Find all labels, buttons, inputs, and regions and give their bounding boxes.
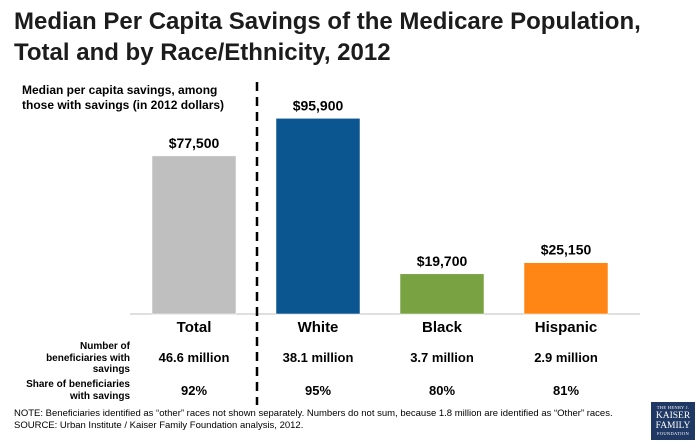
bar-total [151, 155, 237, 315]
y-axis-label-line2: those with savings (in 2012 dollars) [22, 98, 225, 112]
cell-number-hispanic: 2.9 million [534, 350, 598, 365]
category-label-hispanic: Hispanic [535, 319, 598, 336]
data-label-black: $19,700 [417, 253, 468, 269]
cell-number-white: 38.1 million [282, 350, 354, 365]
category-label-black: Black [422, 319, 463, 336]
kff-logo: THE HENRY J. KAISER FAMILY FOUNDATION [651, 402, 695, 440]
cell-share-black: 80% [428, 383, 456, 398]
category-label-total: Total [177, 319, 212, 336]
row-label-number-beneficiaries: Number of beneficiaries with savings [10, 341, 130, 376]
data-label-white: $95,900 [293, 97, 344, 113]
data-label-total: $77,500 [169, 135, 220, 151]
kff-logo-line1: THE HENRY J. [656, 405, 690, 410]
y-axis-label-line1: Median per capita savings, among [22, 83, 218, 97]
kff-logo-line2: KAISER [655, 411, 691, 421]
cell-share-total: 92% [180, 383, 208, 398]
footnote-note: NOTE: Beneficiaries identified as “other… [14, 408, 613, 419]
footnote-source: SOURCE: Urban Institute / Kaiser Family … [14, 420, 304, 431]
kff-logo-line4: FOUNDATION [657, 431, 689, 436]
chart-title-line2: Total and by Race/Ethnicity, 2012 [14, 39, 391, 66]
chart-title: Median Per Capita Savings of the Medicar… [14, 6, 694, 68]
kff-logo-line3: FAMILY [655, 421, 691, 431]
chart-title-line1: Median Per Capita Savings of the Medicar… [14, 8, 641, 35]
y-axis-label: Median per capita savings, among those w… [22, 83, 252, 113]
cell-number-total: 46.6 million [158, 350, 230, 365]
cell-share-white: 95% [304, 383, 332, 398]
bar-black [399, 273, 485, 315]
cell-share-hispanic: 81% [552, 383, 580, 398]
footnote: NOTE: Beneficiaries identified as “other… [14, 408, 613, 432]
data-label-hispanic: $25,150 [541, 242, 592, 258]
cell-number-black: 3.7 million [410, 350, 474, 365]
row-label-number-line2: beneficiaries with [46, 352, 130, 364]
row-label-number-line3: savings [92, 364, 130, 375]
category-label-white: White [298, 319, 339, 336]
row-label-number-line1: Number of [80, 341, 130, 352]
row-label-share-line2: with savings [69, 390, 130, 402]
row-label-share-beneficiaries: Share of beneficiaries with savings [10, 379, 130, 402]
bar-hispanic [523, 262, 609, 315]
bar-white [275, 118, 361, 315]
row-label-share-line1: Share of beneficiaries [26, 379, 130, 390]
